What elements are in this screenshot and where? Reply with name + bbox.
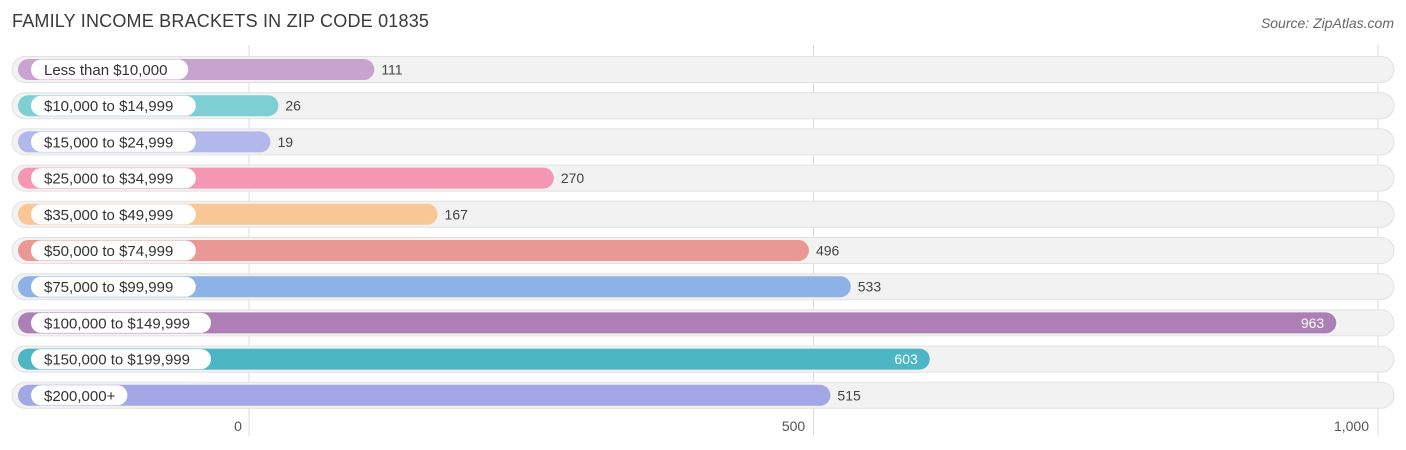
category-label: $35,000 to $49,999 bbox=[44, 207, 173, 224]
value-label: 19 bbox=[277, 134, 293, 150]
bar-row: $100,000 to $149,999 963 bbox=[11, 309, 1395, 337]
category-label-pill bbox=[31, 95, 196, 116]
bar[interactable] bbox=[18, 312, 1337, 334]
bar-row: $25,000 to $34,999 270 bbox=[11, 164, 1395, 192]
category-label-pill bbox=[31, 312, 211, 333]
bar-row: $200,000+ 515 bbox=[11, 381, 1395, 409]
bar-row: $35,000 to $49,999 167 bbox=[11, 200, 1395, 228]
bar-row: Less than $10,000 111 bbox=[11, 56, 1395, 83]
value-label: 496 bbox=[816, 243, 840, 259]
category-label-pill bbox=[31, 385, 128, 406]
category-label: $100,000 to $149,999 bbox=[44, 315, 190, 332]
bar[interactable] bbox=[18, 240, 809, 261]
bar[interactable] bbox=[18, 348, 930, 370]
value-label: 533 bbox=[858, 279, 882, 295]
value-label: 111 bbox=[381, 62, 402, 78]
category-label: $50,000 to $74,999 bbox=[44, 243, 173, 260]
category-label-pill bbox=[31, 168, 196, 189]
category-label: $25,000 to $34,999 bbox=[44, 171, 173, 188]
category-label-pill bbox=[31, 276, 196, 297]
value-label: 603 bbox=[894, 351, 918, 367]
row-track bbox=[11, 92, 1395, 120]
value-label: 270 bbox=[561, 170, 585, 186]
category-label: $200,000+ bbox=[44, 388, 116, 405]
bar[interactable] bbox=[18, 384, 831, 406]
value-label: 963 bbox=[1301, 315, 1325, 331]
category-label-pill bbox=[31, 59, 189, 80]
chart-title: FAMILY INCOME BRACKETS IN ZIP CODE 01835 bbox=[12, 11, 430, 31]
value-label: 167 bbox=[445, 206, 469, 222]
bar-row: $75,000 to $99,999 533 bbox=[11, 273, 1395, 301]
category-label: Less than $10,000 bbox=[44, 62, 167, 79]
row-track bbox=[11, 128, 1395, 156]
bar-row: $50,000 to $74,999 496 bbox=[11, 237, 1395, 264]
category-label-pill bbox=[31, 240, 196, 261]
source-note: Source: ZipAtlas.com bbox=[1260, 15, 1394, 31]
tick-label: 0 bbox=[234, 418, 242, 434]
category-label-pill bbox=[31, 204, 196, 225]
bar-row: $150,000 to $199,999 603 bbox=[11, 345, 1395, 373]
category-label-pill bbox=[31, 131, 196, 152]
tick-label: 500 bbox=[782, 418, 806, 434]
bar-row: $15,000 to $24,999 19 bbox=[11, 128, 1395, 156]
bar-row: $10,000 to $14,999 26 bbox=[11, 92, 1395, 120]
category-label-pill bbox=[31, 349, 211, 370]
category-label: $150,000 to $199,999 bbox=[44, 352, 190, 369]
bar[interactable] bbox=[18, 276, 851, 298]
tick-label: 1,000 bbox=[1334, 418, 1369, 434]
value-label: 26 bbox=[285, 98, 301, 114]
category-label: $75,000 to $99,999 bbox=[44, 279, 173, 296]
category-label: $15,000 to $24,999 bbox=[44, 134, 173, 151]
value-label: 515 bbox=[837, 387, 861, 403]
category-label: $10,000 to $14,999 bbox=[44, 98, 173, 115]
